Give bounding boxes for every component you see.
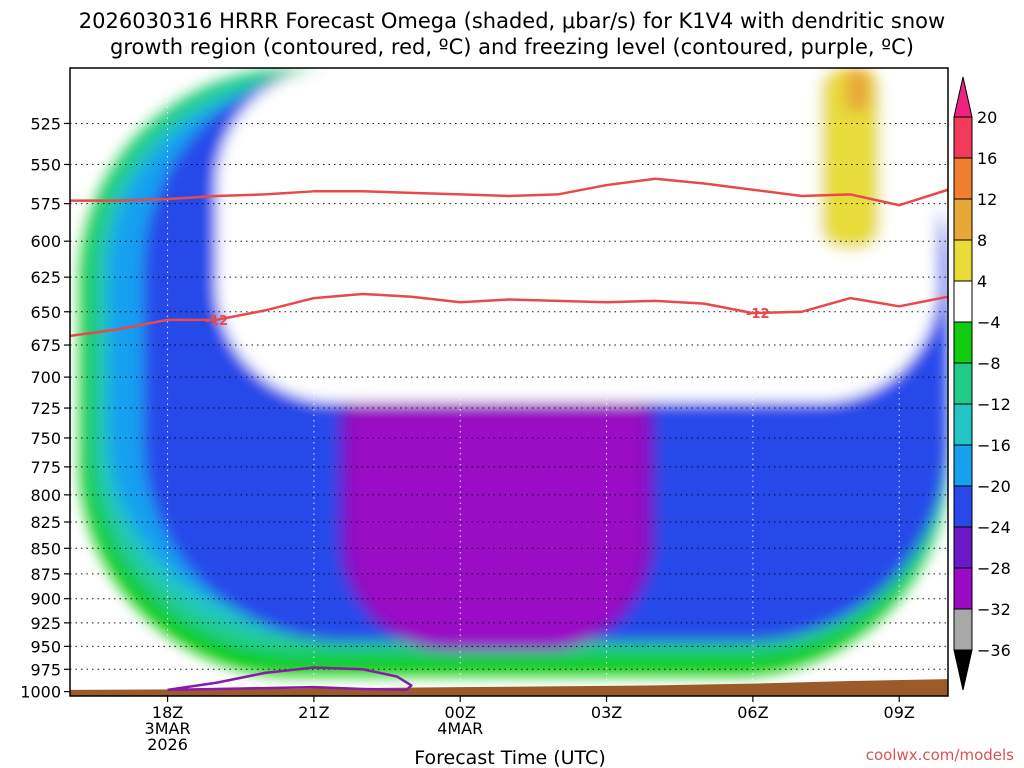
omega-region-6 [348,331,646,647]
y-tick-label-14: 875 [30,565,61,584]
y-tick-label-9: 750 [30,429,61,448]
freezing-level-contour-0 [167,666,413,692]
colorbar-swatch-0 [953,116,973,159]
y-tick-label-0: 525 [30,114,61,133]
y-tick-label-13: 850 [30,539,61,558]
x-tick-label-5-0: 09Z [884,703,915,722]
y-tick-label-15: 900 [30,590,61,609]
colorbar-label-3: 8 [977,231,987,250]
y-tick-label-3: 600 [30,232,61,251]
colorbar-swatch-10 [953,526,973,569]
x-tick-label-2-1: 4MAR [437,719,483,738]
dgz-contour-1 [70,292,948,338]
chart-title-line-2: growth region (contoured, red, ºC) and f… [110,35,914,59]
colorbar-label-4: 4 [977,272,987,291]
colorbar-label-1: 16 [977,149,997,168]
colorbar-swatch-2 [953,198,973,241]
colorbar-swatch-1 [953,157,973,200]
colorbar-label-6: −8 [977,354,1001,373]
terrain-shape [70,679,948,696]
chart-title-line-1: 2026030316 HRRR Forecast Omega (shaded, … [79,9,945,33]
colorbar-swatch-3 [953,239,973,282]
colorbar-swatch-5 [953,321,973,364]
y-tick-label-19: 1000 [20,683,61,702]
colorbar-label-7: −12 [977,395,1011,414]
terrain [70,679,948,696]
colorbar-label-2: 12 [977,190,997,209]
colorbar-swatch-12 [953,608,973,651]
y-tick-label-2: 575 [30,195,61,214]
colorbar-swatch-9 [953,485,973,528]
y-tick-label-11: 800 [30,486,61,505]
x-tick-label-0-0: 18Z [152,703,183,722]
credit-text: coolwx.com/models [866,746,1014,764]
omega-region-7 [216,68,939,402]
colorbar: 20 16 12 8 4 −4 −8 −12 −16 −20 −24 −28 −32 −36 [953,76,1011,691]
y-tick-label-17: 950 [30,637,61,656]
omega-region-9 [845,68,870,112]
omega-shading [79,68,948,676]
x-tick-label-2-0: 00Z [445,703,476,722]
x-tick-label-0-2: 2026 [147,735,188,754]
colorbar-label-13: −36 [977,641,1011,660]
contours: -12 -12 [70,177,948,692]
plot-area: -12 -12 [70,68,948,696]
colorbar-label-8: −16 [977,436,1011,455]
x-tick-label-4-0: 06Z [737,703,768,722]
x-tick-label-0-1: 3MAR [145,719,191,738]
y-tick-label-5: 650 [30,303,61,322]
colorbar-swatch-8 [953,444,973,487]
dgz-contour-label-0: -12 [205,314,229,329]
y-tick-label-8: 725 [30,399,61,418]
y-tick-label-16: 925 [30,614,61,633]
colorbar-label-0: 20 [977,108,997,127]
y-tick-label-4: 625 [30,268,61,287]
colorbar-label-12: −32 [977,600,1011,619]
x-axis-title: Forecast Time (UTC) [414,747,605,768]
colorbar-swatch-11 [953,567,973,610]
y-axis: 525 550 575 600 625 650 675 700 725 750 775 800 825 8… [20,114,70,702]
y-tick-label-18: 975 [30,660,61,679]
colorbar-bottom-arrow [953,649,973,691]
colorbar-swatch-7 [953,403,973,446]
colorbar-label-5: −4 [977,313,1001,332]
dgz-contour-0 [70,177,948,207]
x-tick-label-1-0: 21Z [298,703,329,722]
colorbar-swatch-4 [953,280,973,323]
colorbar-label-10: −24 [977,518,1011,537]
y-tick-label-1: 550 [30,155,61,174]
colorbar-top-arrow [953,76,973,118]
y-tick-label-7: 700 [30,368,61,387]
omega-shading-smoothed [79,68,948,676]
colorbar-swatch-6 [953,362,973,405]
colorbar-label-11: −28 [977,559,1011,578]
y-tick-label-10: 775 [30,458,61,477]
plot-frame [69,67,949,697]
x-tick-label-3-0: 03Z [591,703,622,722]
dgz-contour-label-1: -12 [746,307,770,322]
y-tick-label-6: 675 [30,336,61,355]
y-tick-label-12: 825 [30,513,61,532]
colorbar-label-9: −20 [977,477,1011,496]
